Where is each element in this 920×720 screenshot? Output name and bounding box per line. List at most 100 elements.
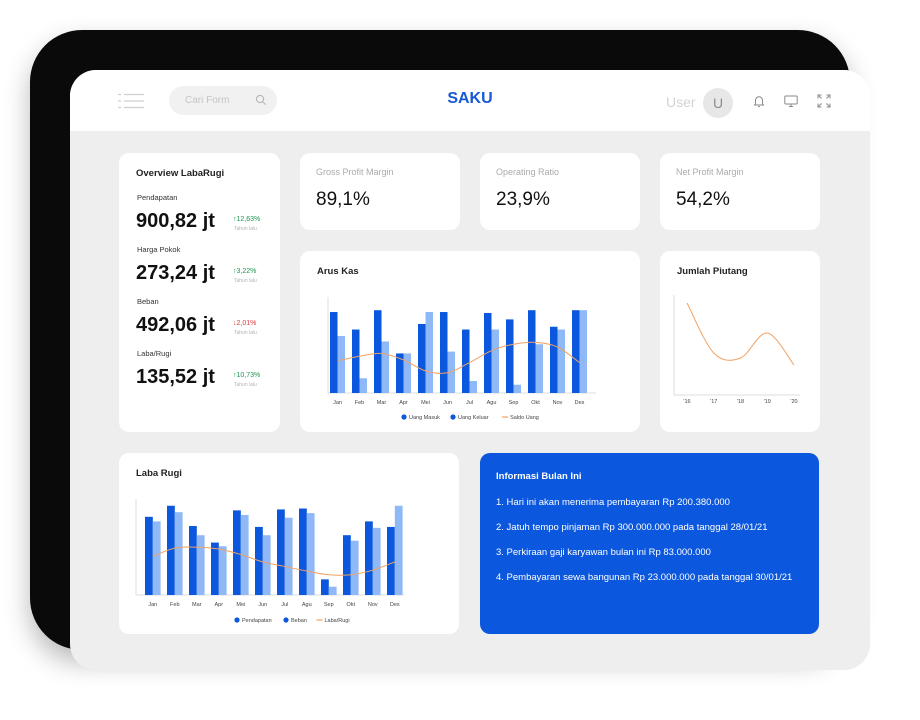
x-tick-label: Apr xyxy=(399,400,408,406)
x-tick-label: Agu xyxy=(302,602,312,608)
top-bar: SAKU User U xyxy=(70,70,870,131)
bar-beban xyxy=(306,513,315,595)
tablet-frame: SAKU User U Overv xyxy=(30,30,870,670)
user-label: User xyxy=(666,94,696,110)
overview-sub-harga-pokok: Tahun lalu xyxy=(234,278,257,284)
bar-uang-masuk xyxy=(462,329,470,393)
x-tick-label: '18 xyxy=(737,399,744,405)
legend-marker-pendapatan xyxy=(234,617,240,623)
dashboard-screen: SAKU User U Overv xyxy=(70,70,870,670)
bar-pendapatan xyxy=(365,521,373,595)
legend-label-beban: Beban xyxy=(291,618,307,624)
bar-uang-masuk xyxy=(528,310,536,393)
x-tick-label: Des xyxy=(390,602,400,608)
arus-kas-title: Arus Kas xyxy=(317,266,359,277)
overview-change-beban: ↓2,01% xyxy=(233,320,257,327)
legend-label-laba-rugi: Laba/Rugi xyxy=(325,618,350,624)
search-icon[interactable] xyxy=(255,94,267,106)
x-tick-label: Mei xyxy=(421,400,430,406)
overview-value-pendapatan: 900,82 jt xyxy=(136,210,215,232)
bar-beban xyxy=(394,505,403,595)
bar-beban xyxy=(240,514,249,595)
kpi-card-gross-profit-margin: Gross Profit Margin 89,1% xyxy=(300,153,460,230)
x-tick-label: Mei xyxy=(236,602,245,608)
bar-pendapatan xyxy=(233,510,241,595)
x-tick-label: Nov xyxy=(553,400,563,406)
overview-label-pendapatan: Pendapatan xyxy=(137,193,178,202)
bar-uang-keluar xyxy=(513,384,521,393)
bar-pendapatan xyxy=(145,516,153,595)
legend-marker-uang-masuk xyxy=(401,414,407,420)
x-tick-label: Feb xyxy=(355,400,364,406)
kpi-label: Net Profit Margin xyxy=(676,167,744,177)
bar-beban xyxy=(196,535,205,595)
x-tick-label: Jul xyxy=(281,602,288,608)
overview-title: Overview LabaRugi xyxy=(136,168,225,179)
info-item: 2. Jatuh tempo pinjaman Rp 300.000.000 p… xyxy=(496,522,768,533)
laba-rugi-card: Laba Rugi Jan Feb Mar Apr Mei Jun Jul Agu Sep Okt… xyxy=(119,453,459,634)
bar-uang-masuk xyxy=(440,312,448,393)
kpi-card-operating-ratio: Operating Ratio 23,9% xyxy=(480,153,640,230)
x-tick-label: Mar xyxy=(377,400,387,406)
bar-uang-keluar xyxy=(425,312,433,393)
x-tick-label: Nov xyxy=(368,602,378,608)
overview-change-harga-pokok: ↑3,22% xyxy=(233,268,257,275)
info-title: Informasi Bulan Ini xyxy=(496,471,582,482)
avatar[interactable]: U xyxy=(703,88,733,118)
bar-beban xyxy=(152,521,161,595)
bar-pendapatan xyxy=(211,542,219,595)
kpi-value: 23,9% xyxy=(496,189,550,210)
info-item: 4. Pembayaran sewa bangunan Rp 23.000.00… xyxy=(496,572,793,583)
x-tick-label: Feb xyxy=(170,602,179,608)
bar-pendapatan xyxy=(189,526,197,595)
app-title: SAKU xyxy=(447,90,493,107)
kpi-value: 89,1% xyxy=(316,189,370,210)
arus-kas-card: Arus Kas Jan Feb Mar Apr Mei Jun Jul Agu Sep Okt N… xyxy=(300,251,640,432)
overview-sub-beban: Tahun lalu xyxy=(234,330,257,336)
legend-marker-uang-keluar xyxy=(450,414,456,420)
search-input[interactable] xyxy=(185,92,253,108)
x-tick-label: Jun xyxy=(258,602,267,608)
kpi-card-net-profit-margin: Net Profit Margin 54,2% xyxy=(660,153,820,230)
bar-uang-masuk xyxy=(352,329,360,393)
bar-uang-masuk xyxy=(396,353,404,393)
kpi-label: Gross Profit Margin xyxy=(316,167,394,177)
bar-beban xyxy=(284,517,293,595)
overview-value-laba-rugi: 135,52 jt xyxy=(136,366,215,388)
x-tick-label: Sep xyxy=(509,400,519,406)
info-card: Informasi Bulan Ini 1. Hari ini akan men… xyxy=(480,453,819,634)
overview-label-laba-rugi: Laba/Rugi xyxy=(137,349,172,358)
bar-uang-keluar xyxy=(337,335,345,393)
bar-uang-keluar xyxy=(579,310,587,393)
x-tick-label: Mar xyxy=(192,602,202,608)
x-tick-label: '20 xyxy=(790,399,797,405)
x-tick-label: Sep xyxy=(324,602,334,608)
x-tick-label: '16 xyxy=(683,399,690,405)
bar-uang-keluar xyxy=(469,381,477,393)
line-saldo-uang xyxy=(337,341,580,374)
overview-value-harga-pokok: 273,24 jt xyxy=(136,262,215,284)
bar-beban xyxy=(262,535,271,595)
monitor-icon[interactable] xyxy=(784,94,798,108)
bar-beban xyxy=(174,512,183,595)
overview-change-laba-rugi: ↑10,73% xyxy=(233,372,261,379)
line-laba-rugi xyxy=(152,546,395,576)
bar-uang-keluar xyxy=(381,341,389,393)
bar-pendapatan xyxy=(167,505,175,595)
bell-icon[interactable] xyxy=(752,94,766,108)
x-tick-label: Apr xyxy=(215,602,224,608)
overview-sub-laba-rugi: Tahun lalu xyxy=(234,382,257,388)
x-tick-label: Agu xyxy=(487,400,497,406)
search-box[interactable] xyxy=(169,86,277,115)
menu-icon[interactable] xyxy=(118,93,144,109)
jumlah-piutang-title: Jumlah Piutang xyxy=(677,266,748,277)
fullscreen-icon[interactable] xyxy=(817,94,831,108)
bar-uang-masuk xyxy=(330,312,338,393)
legend-label-saldo-uang: Saldo Uang xyxy=(510,415,539,421)
bar-beban xyxy=(218,546,227,595)
laba-rugi-plot: Jan Feb Mar Apr Mei Jun Jul Agu Sep Okt Nov Des Pend… xyxy=(135,499,404,624)
bar-pendapatan xyxy=(343,535,351,595)
arus-kas-chart: Jan Feb Mar Apr Mei Jun Jul Agu Sep Okt Nov Des Uang… xyxy=(327,297,596,421)
x-tick-label: '17 xyxy=(710,399,717,405)
kpi-value: 54,2% xyxy=(676,189,730,210)
